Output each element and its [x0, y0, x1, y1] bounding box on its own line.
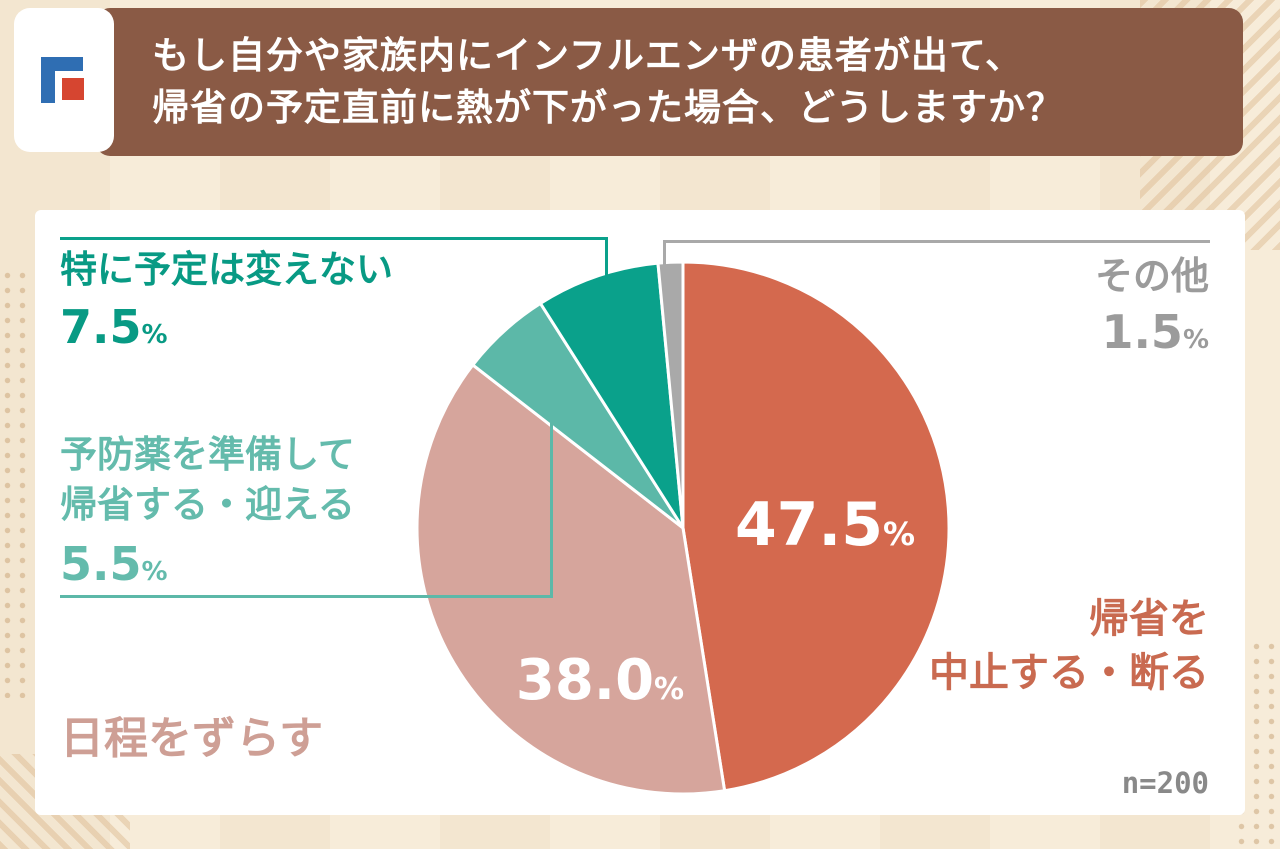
pie-slice-3 [538, 261, 685, 530]
callout-line-no-change [60, 237, 608, 285]
pie-chart [415, 260, 951, 796]
pie-slice-0 [681, 260, 951, 793]
legend-cancel-label-line2: 中止する・断る [929, 650, 1209, 696]
callout-line-prepare [60, 420, 553, 598]
legend-schedule-label: 日程をずらす [60, 713, 324, 764]
chart-card: 特に予定は変えない 7.5% 予防薬を準備して 帰省する・迎える 5.5% 日程… [35, 210, 1245, 815]
page-title-line1: もし自分や家族内にインフルエンザの患者が出て、 [152, 34, 1024, 78]
legend-no-change-label: 特に予定は変えない [60, 248, 393, 291]
legend-other-value: 1.5% [1101, 305, 1209, 360]
pie-slice-4 [656, 260, 685, 530]
brand-logo-icon [41, 57, 84, 103]
pie-value-cancel: 47.5% [734, 490, 916, 560]
callout-line-other [663, 240, 1210, 265]
page-title: もし自分や家族内にインフルエンザの患者が出て、 帰省の予定直前に熱が下がった場合… [152, 30, 1064, 134]
dots-pattern-left [0, 268, 34, 698]
page-title-line2: 帰省の予定直前に熱が下がった場合、どうしますか？ [152, 86, 1064, 129]
legend-prepare-value: 5.5% [60, 536, 168, 591]
legend-no-change-value: 7.5% [60, 299, 168, 354]
legend-prepare: 予防薬を準備して 帰省する・迎える 5.5% [60, 430, 355, 595]
brand-logo [14, 8, 114, 152]
pie-slice-1 [415, 363, 727, 796]
legend-other-label: その他 [1094, 254, 1209, 298]
legend-schedule: 日程をずらす [60, 702, 323, 766]
legend-other: その他 1.5% [1095, 252, 1209, 363]
sample-size-label: n=200 [1121, 766, 1209, 800]
legend-no-change: 特に予定は変えない 7.5% [60, 246, 393, 358]
pie-value-schedule: 38.0% [515, 648, 685, 713]
legend-cancel: 帰省を 中止する・断る [929, 592, 1209, 700]
legend-cancel-label-line1: 帰省を [1089, 596, 1209, 642]
header-bar: もし自分や家族内にインフルエンザの患者が出て、 帰省の予定直前に熱が下がった場合… [96, 8, 1243, 156]
legend-prepare-label-line2: 帰省する・迎える [60, 483, 355, 527]
legend-prepare-label-line1: 予防薬を準備して [60, 433, 355, 476]
